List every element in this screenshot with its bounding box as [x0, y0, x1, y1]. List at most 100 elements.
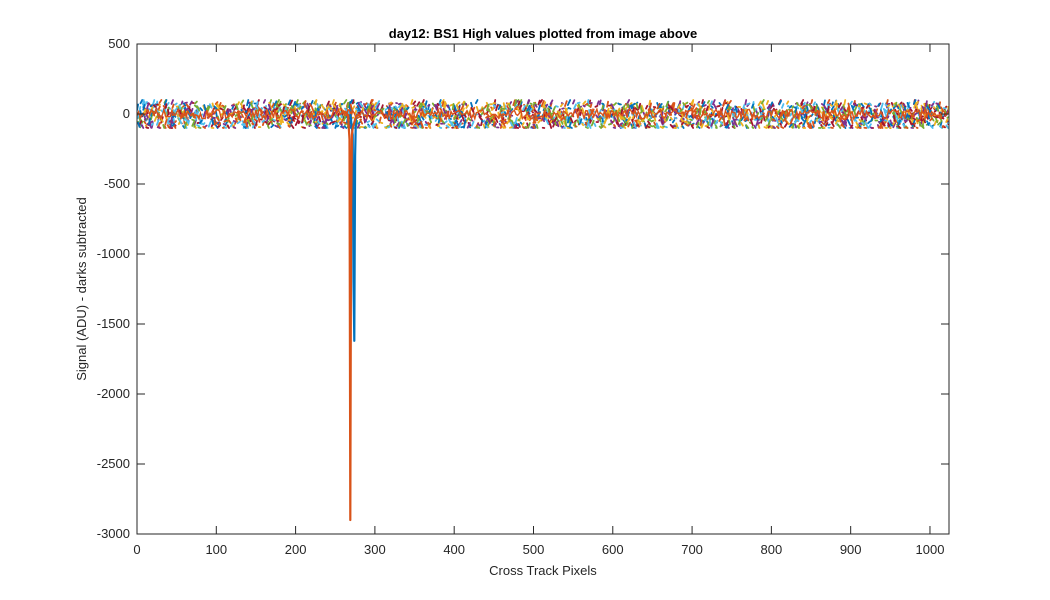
noise-segment: [683, 120, 688, 124]
noise-segment: [567, 106, 572, 110]
noise-segment: [734, 122, 738, 128]
noise-segment: [457, 101, 461, 105]
noise-segment: [651, 111, 656, 115]
noise-segment: [589, 115, 593, 121]
noise-segment: [213, 121, 218, 126]
noise-segment: [929, 124, 934, 129]
noise-segment: [218, 122, 222, 127]
noise-segment: [681, 121, 685, 126]
noise-segment: [589, 103, 593, 108]
noise-segment: [174, 102, 178, 106]
noise-segment: [899, 101, 903, 105]
noise-segment: [858, 103, 861, 107]
noise-segment: [749, 118, 754, 126]
noise-segment: [363, 119, 368, 122]
noise-segment: [182, 102, 187, 107]
noise-segment: [869, 107, 873, 116]
noise-segment: [168, 120, 173, 123]
noise-segment: [791, 105, 795, 109]
noise-segment: [260, 107, 264, 110]
noise-segment: [141, 124, 145, 129]
noise-segment: [678, 106, 682, 111]
noise-segment: [342, 115, 347, 122]
noise-segment: [757, 123, 761, 129]
noise-segment: [303, 119, 308, 126]
noise-segment: [142, 99, 145, 106]
noise-segment: [142, 104, 146, 111]
noise-segment: [274, 107, 279, 111]
noise-segment: [211, 102, 215, 108]
noise-segment: [823, 99, 826, 107]
noise-segment: [301, 116, 304, 124]
noise-segment: [198, 119, 203, 125]
noise-segment: [325, 106, 330, 112]
noise-segment: [566, 116, 571, 124]
noise-segment: [526, 99, 530, 105]
noise-segment: [714, 113, 719, 118]
noise-segment: [164, 118, 168, 126]
noise-segment: [858, 118, 863, 123]
noise-segment: [163, 99, 168, 106]
noise-segment: [157, 105, 161, 111]
noise-segment: [253, 118, 257, 122]
noise-segment: [274, 124, 279, 128]
noise-segment: [431, 102, 436, 108]
noise-segment: [625, 122, 629, 126]
noise-segment: [404, 112, 408, 118]
noise-segment: [904, 126, 909, 129]
noise-segment: [765, 100, 770, 106]
noise-segment: [760, 99, 765, 105]
noise-segment: [906, 117, 910, 121]
noise-segment: [620, 107, 624, 115]
noise-segment: [278, 118, 282, 124]
noise-segment: [391, 118, 395, 124]
noise-segment: [268, 101, 273, 109]
noise-segment: [262, 99, 266, 104]
noise-segment: [916, 118, 921, 122]
noise-segment: [418, 102, 422, 108]
noise-segment: [174, 107, 178, 112]
noise-segment: [653, 121, 657, 126]
noise-segment: [659, 125, 664, 129]
noise-segment: [843, 108, 847, 112]
noise-segment: [795, 101, 800, 106]
noise-segment: [255, 104, 259, 110]
noise-segment: [199, 107, 204, 112]
noise-segment: [679, 108, 684, 112]
noise-segment: [344, 107, 348, 112]
noise-segment: [760, 116, 764, 121]
noise-segment: [822, 126, 826, 129]
noise-segment: [367, 106, 372, 112]
noise-segment: [271, 118, 276, 122]
noise-segment: [244, 120, 249, 128]
y-tick-label: 0: [123, 106, 130, 121]
noise-segment: [318, 116, 322, 123]
noise-segment: [884, 103, 889, 107]
noise-segment: [855, 126, 859, 129]
y-axis-label: Signal (ADU) - darks subtracted: [74, 197, 89, 381]
noise-segment: [868, 102, 873, 106]
noise-segment: [527, 122, 531, 128]
noise-segment: [376, 100, 381, 106]
noise-segment: [869, 116, 874, 123]
noise-segment: [305, 114, 310, 121]
noise-segment: [349, 99, 354, 104]
noise-segment: [821, 121, 825, 126]
noise-segment: [786, 100, 790, 105]
noise-segment: [808, 119, 813, 124]
noise-segment: [652, 125, 657, 129]
noise-segment: [582, 104, 586, 108]
noise-segment: [549, 99, 554, 105]
noise-segment: [356, 104, 361, 112]
noise-segment: [899, 108, 903, 115]
noise-segment: [727, 106, 731, 110]
noise-segment: [340, 118, 344, 125]
noise-segment: [877, 102, 881, 107]
noise-segment: [707, 103, 711, 111]
noise-segment: [315, 122, 320, 129]
noise-segment: [675, 122, 679, 128]
noise-segment: [476, 125, 481, 129]
noise-segment: [451, 102, 455, 111]
noise-segment: [320, 103, 325, 110]
noise-segment: [518, 104, 523, 110]
